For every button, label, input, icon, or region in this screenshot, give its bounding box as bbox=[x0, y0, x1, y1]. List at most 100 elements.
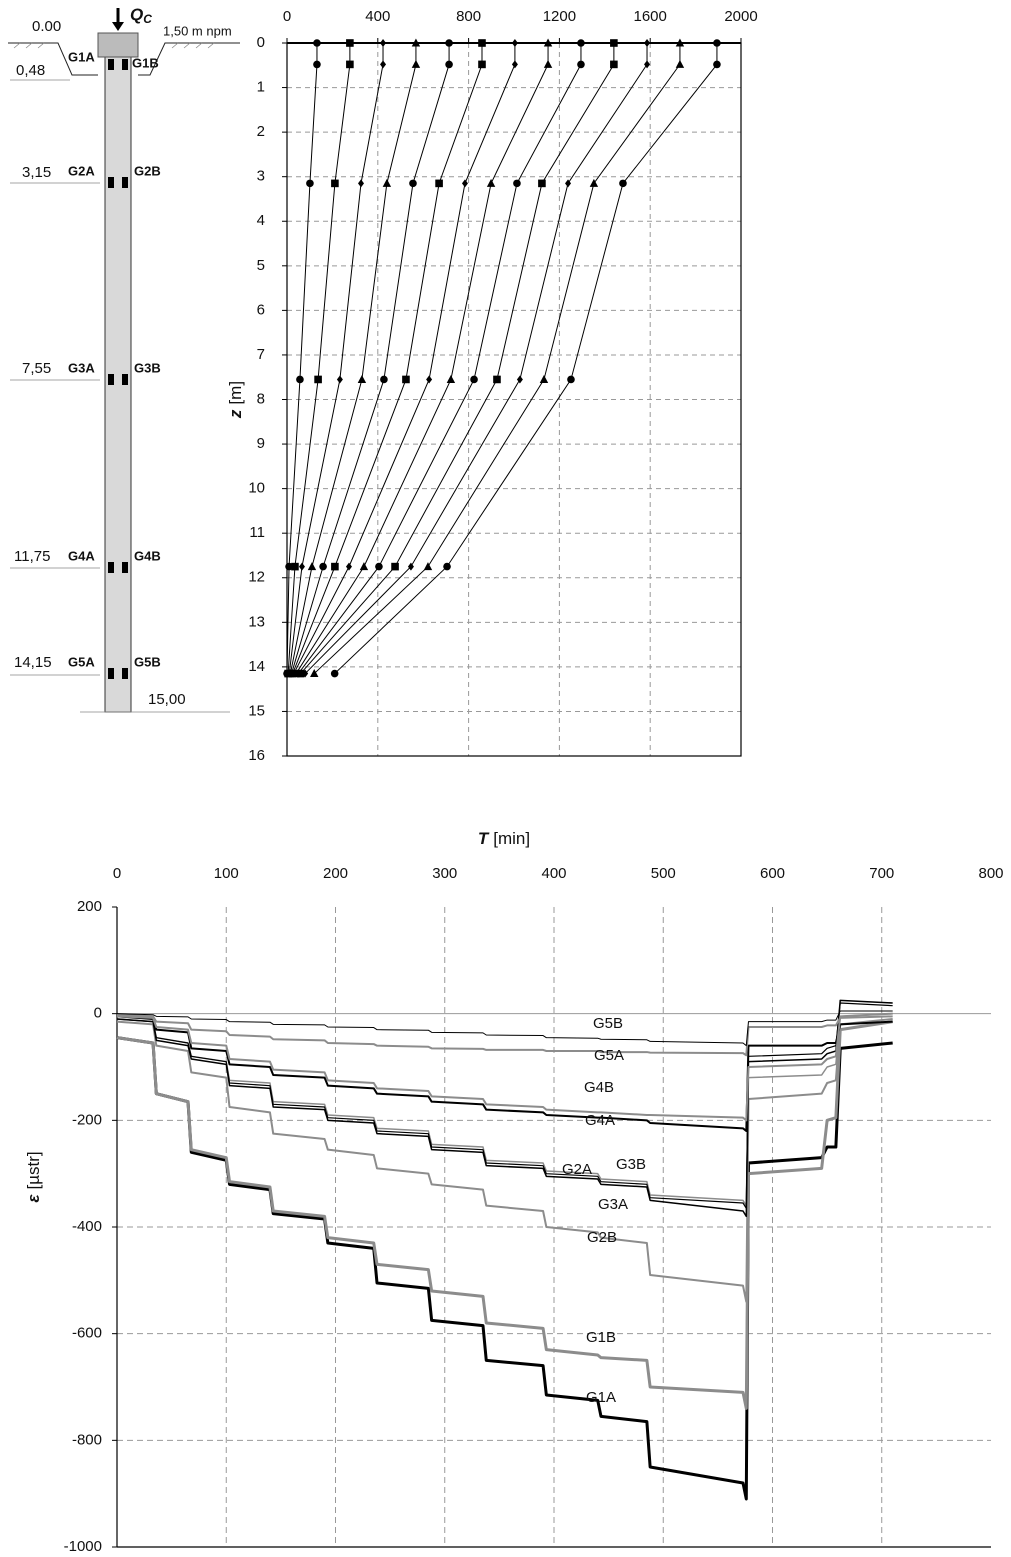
y-tick-label: -200 bbox=[72, 1111, 102, 1128]
gauge-label: G3B bbox=[134, 360, 161, 375]
y-tick-label: -800 bbox=[72, 1431, 102, 1448]
marker bbox=[313, 60, 321, 69]
series-label: G4B bbox=[584, 1079, 614, 1096]
marker bbox=[565, 179, 572, 188]
series-line bbox=[116, 1010, 893, 1047]
marker bbox=[713, 39, 721, 47]
depth-label: 0,48 bbox=[16, 62, 45, 79]
marker bbox=[336, 375, 343, 384]
series-label: G3B bbox=[616, 1156, 646, 1173]
depth-label: 7,55 bbox=[22, 360, 51, 377]
x-tick-label: 400 bbox=[541, 865, 566, 882]
marker bbox=[589, 178, 599, 187]
marker bbox=[511, 60, 518, 69]
x-tick-label: 200 bbox=[323, 865, 348, 882]
marker bbox=[511, 39, 518, 47]
marker bbox=[426, 375, 433, 384]
marker bbox=[357, 374, 367, 383]
x-tick-label: 1200 bbox=[543, 8, 576, 25]
marker bbox=[470, 375, 478, 384]
gauge-label: G4B bbox=[134, 548, 161, 563]
profile-line bbox=[293, 43, 516, 674]
depth-lines bbox=[10, 79, 230, 713]
pile-cap bbox=[97, 32, 139, 58]
gauge-label: G5B bbox=[134, 654, 161, 669]
marker bbox=[402, 375, 410, 384]
depth-label: 14,15 bbox=[14, 654, 52, 671]
series-label: G2A bbox=[562, 1161, 592, 1178]
series-label: G1A bbox=[586, 1389, 616, 1406]
marker bbox=[302, 669, 309, 678]
marker bbox=[443, 562, 451, 571]
marker bbox=[331, 562, 339, 571]
y-tick-label: -1000 bbox=[64, 1538, 102, 1555]
gauge-label: G4A bbox=[68, 548, 95, 563]
marker bbox=[307, 562, 317, 571]
series-line bbox=[116, 1012, 893, 1122]
marker bbox=[577, 60, 585, 69]
series-label: G5A bbox=[594, 1047, 624, 1064]
gauge-label: G2B bbox=[134, 163, 161, 178]
y-tick-label: 9 bbox=[257, 435, 265, 452]
marker bbox=[619, 179, 627, 188]
marker bbox=[513, 179, 521, 188]
y-tick-label: 14 bbox=[248, 658, 265, 675]
marker bbox=[345, 562, 352, 571]
marker bbox=[675, 59, 685, 68]
marker bbox=[306, 179, 314, 188]
marker bbox=[298, 562, 305, 571]
gauge-label: G1B bbox=[132, 55, 159, 70]
marker bbox=[411, 38, 421, 47]
profile-line bbox=[288, 43, 384, 674]
marker bbox=[310, 669, 319, 678]
load-symbol: Q bbox=[130, 5, 143, 24]
axis-unit: [m] bbox=[226, 381, 245, 405]
marker bbox=[445, 60, 453, 69]
marker bbox=[314, 375, 322, 384]
axis-title: z [m] bbox=[226, 381, 245, 419]
marker bbox=[577, 39, 585, 47]
marker bbox=[486, 178, 496, 187]
y-tick-label: -600 bbox=[72, 1325, 102, 1342]
gauge-marks bbox=[108, 59, 128, 679]
axis-unit: [min] bbox=[493, 829, 530, 848]
marker bbox=[407, 562, 414, 571]
series-line bbox=[116, 1020, 893, 1410]
series-label: G5B bbox=[593, 1015, 623, 1032]
marker bbox=[330, 669, 339, 678]
y-tick-label: 16 bbox=[248, 747, 265, 764]
load-arrow-head bbox=[112, 22, 124, 31]
series-label: G3A bbox=[598, 1196, 628, 1213]
y-tick-label: 7 bbox=[257, 346, 265, 363]
load-label: QC bbox=[130, 5, 152, 26]
x-tick-label: 800 bbox=[456, 8, 481, 25]
series-label: G4A bbox=[585, 1112, 615, 1129]
y-tick-label: 13 bbox=[248, 613, 265, 630]
x-tick-label: 800 bbox=[978, 865, 1003, 882]
series-line bbox=[116, 1015, 893, 1132]
axis-symbol: z bbox=[226, 409, 245, 419]
axis-title: ε [µstr] bbox=[24, 1151, 43, 1202]
marker bbox=[461, 179, 468, 188]
profile-line bbox=[291, 43, 450, 674]
marker bbox=[313, 39, 321, 47]
profile-line bbox=[295, 43, 549, 674]
load-subscript: C bbox=[143, 12, 152, 26]
marker bbox=[285, 562, 293, 571]
ground-line bbox=[8, 42, 240, 76]
profile-line bbox=[286, 43, 318, 674]
y-tick-label: 2 bbox=[257, 123, 265, 140]
marker bbox=[331, 179, 339, 188]
marker bbox=[346, 60, 354, 69]
marker bbox=[675, 38, 685, 47]
marker bbox=[539, 374, 549, 383]
pile-diagram: QC 0.00 1,50 m npm 0,48 3,15 7,55 11,75 … bbox=[8, 5, 240, 713]
y-tick-label: 5 bbox=[257, 257, 265, 274]
marker bbox=[478, 39, 486, 47]
y-tick-label: -400 bbox=[72, 1218, 102, 1235]
marker bbox=[610, 60, 618, 69]
marker bbox=[538, 179, 546, 188]
y-tick-label: 8 bbox=[257, 390, 265, 407]
x-tick-label: 500 bbox=[651, 865, 676, 882]
